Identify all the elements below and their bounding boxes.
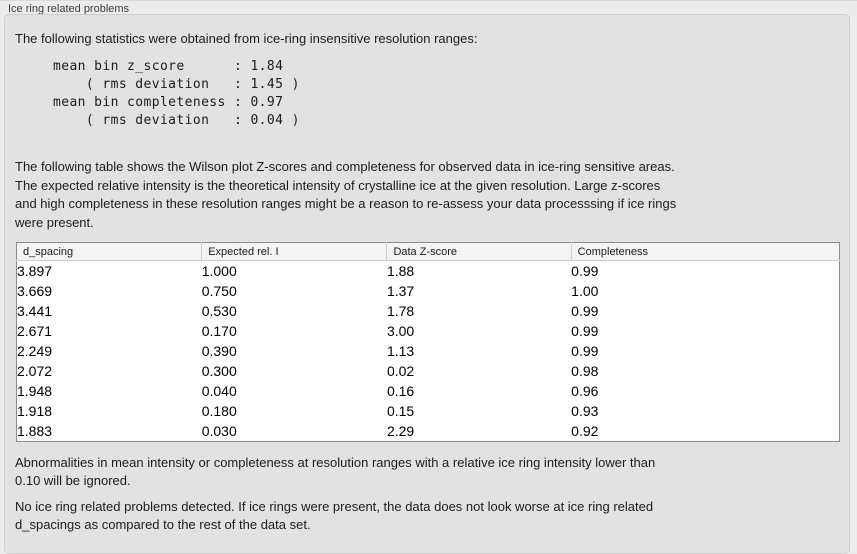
table-row[interactable]: 3.897 1.000 1.88 0.99 (17, 261, 840, 282)
table-row[interactable]: 2.072 0.300 0.02 0.98 (17, 361, 840, 381)
wilson-table-description-text: The following table shows the Wilson plo… (15, 159, 677, 230)
table-cell: 3.669 (17, 283, 53, 299)
table-cell: 2.072 (17, 363, 53, 379)
table-cell: 0.15 (386, 403, 415, 419)
table-cell: 0.180 (201, 403, 237, 419)
column-header-expected-rel-i[interactable]: Expected rel. I (201, 242, 387, 261)
table-cell: 0.390 (201, 343, 237, 359)
table-cell: 1.37 (386, 283, 415, 299)
table-row[interactable]: 3.441 0.530 1.78 0.99 (17, 301, 840, 321)
table-cell: 0.16 (386, 383, 415, 399)
table-cell: 1.13 (386, 343, 415, 359)
insensitive-ranges-intro-text: The following statistics were obtained f… (15, 31, 478, 46)
table-row[interactable]: 1.883 0.030 2.29 0.92 (17, 421, 840, 442)
table-row[interactable]: 2.671 0.170 3.00 0.99 (17, 321, 840, 341)
mean-bin-stats-block: mean bin z_score : 1.84 ( rms deviation … (53, 59, 300, 128)
ice-ring-table-container: d_spacing Expected rel. I Data Z-score C… (16, 242, 840, 442)
ice-ring-panel: The following statistics were obtained f… (4, 14, 850, 554)
table-cell: 0.99 (571, 263, 599, 279)
table-cell: 0.92 (571, 423, 599, 439)
table-cell: 1.00 (571, 283, 599, 299)
table-cell: 2.249 (17, 343, 53, 359)
table-cell: 0.02 (386, 363, 415, 379)
table-cell: 3.441 (17, 303, 53, 319)
table-cell: 1.883 (17, 423, 53, 439)
table-row[interactable]: 1.948 0.040 0.16 0.96 (17, 381, 840, 401)
table-cell: 0.530 (201, 303, 237, 319)
table-cell: 1.88 (386, 263, 415, 279)
table-cell: 1.918 (17, 403, 53, 419)
table-cell: 0.300 (201, 363, 237, 379)
conclusion-text: No ice ring related problems detected. I… (15, 499, 654, 532)
ignore-threshold-note-text: Abnormalities in mean intensity or compl… (15, 455, 656, 488)
table-row[interactable]: 1.918 0.180 0.15 0.93 (17, 401, 840, 421)
table-cell: 0.93 (571, 403, 599, 419)
table-cell: 0.98 (571, 363, 599, 379)
column-header-d-spacing[interactable]: d_spacing (16, 242, 202, 261)
ice-ring-table-body: 3.897 1.000 1.88 0.99 3.669 0.750 1.37 1.00 3.44… (17, 261, 840, 442)
table-row[interactable]: 2.249 0.390 1.13 0.99 (17, 341, 840, 361)
table-cell: 2.29 (386, 423, 415, 439)
table-cell: 3.897 (17, 263, 53, 279)
table-cell: 1.78 (386, 303, 415, 319)
column-header-completeness[interactable]: Completeness (570, 242, 840, 261)
ice-ring-table-header: d_spacing Expected rel. I Data Z-score C… (16, 242, 840, 261)
table-cell: 0.170 (201, 323, 237, 339)
window-top-divider (0, 0, 857, 1)
table-cell: 1.948 (17, 383, 53, 399)
ice-ring-table: d_spacing Expected rel. I Data Z-score C… (16, 242, 840, 442)
table-cell: 0.040 (201, 383, 237, 399)
table-cell: 0.99 (571, 323, 599, 339)
table-row[interactable]: 3.669 0.750 1.37 1.00 (17, 281, 840, 301)
table-cell: 0.99 (571, 343, 599, 359)
groupbox-title: Ice ring related problems (8, 3, 130, 15)
table-cell: 0.99 (571, 303, 599, 319)
table-cell: 1.000 (201, 263, 237, 279)
table-cell: 0.750 (201, 283, 237, 299)
table-cell: 3.00 (386, 323, 415, 339)
table-cell: 0.030 (201, 423, 237, 439)
table-cell: 2.671 (17, 323, 53, 339)
column-header-data-z-score[interactable]: Data Z-score (386, 242, 572, 261)
table-cell: 0.96 (571, 383, 599, 399)
